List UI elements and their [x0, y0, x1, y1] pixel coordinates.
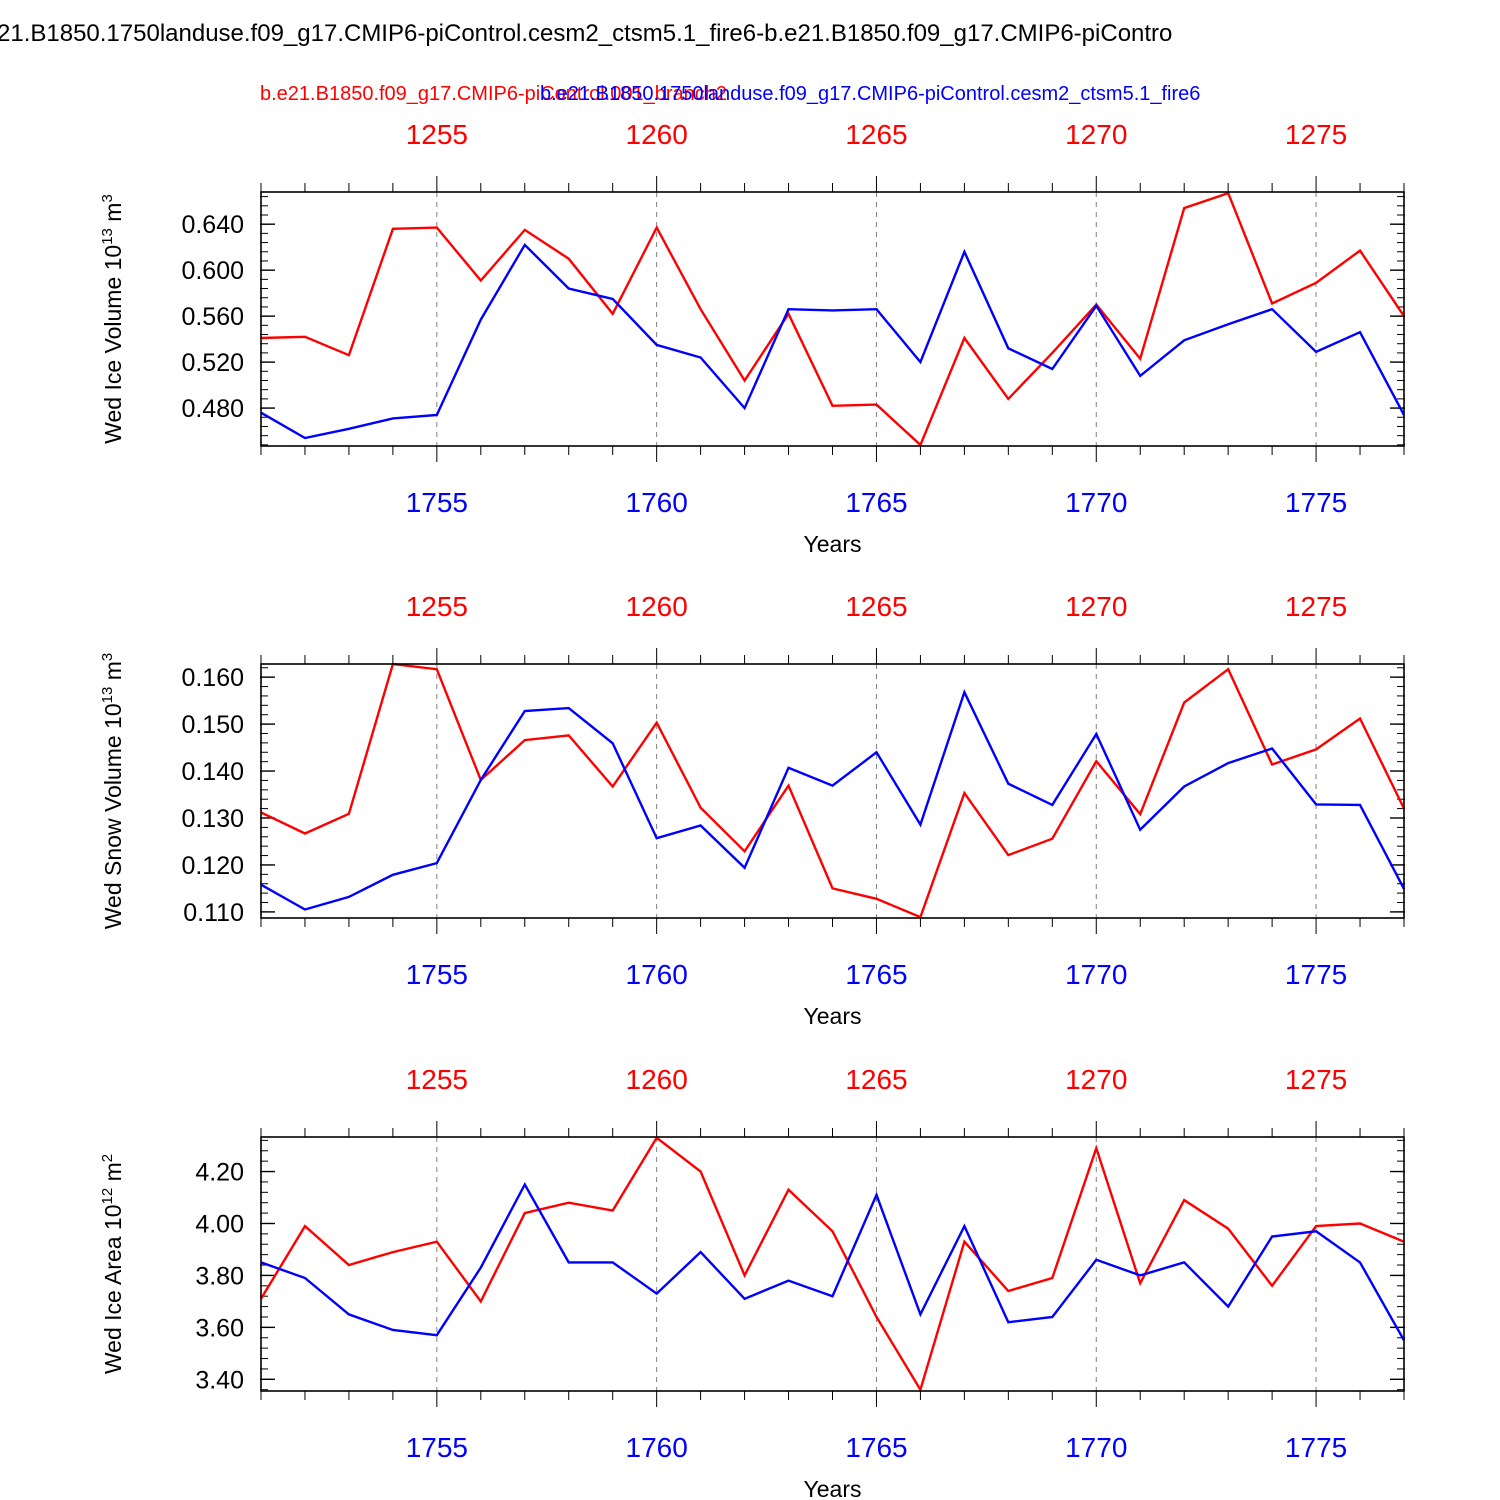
y-tick-label: 0.520 [181, 349, 244, 377]
series-line-red [260, 191, 1405, 447]
series-line-red [259, 1136, 1405, 1393]
x-tick-label-top: 1265 [845, 119, 907, 150]
x-tick-label-top: 1255 [406, 119, 468, 150]
y-tick-label: 0.600 [181, 257, 244, 285]
legend-label-blue-series: b.e21.B1850.1750landuse.f09_g17.CMIP6-pi… [540, 83, 1201, 105]
y-axis-label: Wed Ice Area 1012 m2 [99, 1154, 126, 1374]
y-axis-label-exponent: 13 [99, 687, 116, 704]
y-axis-label-unit: m [100, 203, 126, 229]
x-tick-label-bottom: 1755 [406, 1432, 468, 1463]
y-axis-label-text: Wed Ice Volume 10 [100, 245, 126, 444]
x-tick-label-top: 1270 [1065, 591, 1127, 622]
x-tick-label-bottom: 1770 [1065, 959, 1127, 990]
y-tick-label: 0.130 [181, 805, 244, 833]
y-axis-label-text: Wed Snow Volume 10 [100, 703, 126, 929]
x-tick-label-top: 1270 [1065, 119, 1127, 150]
y-tick-label: 3.60 [195, 1314, 244, 1342]
y-tick-label: 0.150 [181, 711, 244, 739]
plot-frame [260, 1136, 1405, 1392]
x-tick-label-bottom: 1775 [1285, 487, 1347, 518]
legend-label-red-series: b.e21.B1850.f09_g17.CMIP6-piControl.001_… [260, 83, 727, 105]
plot-frame [260, 663, 1405, 919]
x-tick-label-top: 1265 [845, 591, 907, 622]
y-axis-label-unit-exponent: 2 [99, 1154, 116, 1162]
y-axis-label-unit-exponent: 3 [99, 653, 116, 661]
x-tick-label-bottom: 1765 [845, 959, 907, 990]
y-tick-label: 0.140 [181, 758, 244, 786]
y-tick-label: 4.20 [195, 1159, 244, 1187]
y-axis-label-unit-exponent: 3 [99, 194, 116, 202]
x-axis-label: Years [804, 1003, 862, 1029]
x-tick-label-bottom: 1770 [1065, 487, 1127, 518]
y-tick-label: 3.40 [195, 1366, 244, 1394]
y-axis-label: Wed Ice Volume 1013 m3 [99, 194, 126, 444]
y-axis-label-text: Wed Ice Area 10 [100, 1204, 126, 1374]
y-tick-label: 0.160 [181, 664, 244, 692]
x-tick-label-top: 1265 [845, 1064, 907, 1095]
x-axis-label: Years [804, 531, 862, 557]
x-tick-label-bottom: 1775 [1285, 959, 1347, 990]
chart-panel-1: 0.480 0.520 0.560 0.600 0.640 1755 1255 1760 126… [99, 119, 1406, 557]
plot-frame [260, 191, 1405, 447]
y-tick-label: 0.120 [181, 852, 244, 880]
chart-panel-2: 0.110 0.120 0.130 0.140 0.150 0.160 1755 1255 17… [99, 591, 1406, 1029]
y-tick-label: 3.80 [195, 1262, 244, 1290]
x-tick-label-bottom: 1770 [1065, 1432, 1127, 1463]
x-tick-label-bottom: 1760 [626, 1432, 688, 1463]
x-tick-label-top: 1275 [1285, 1064, 1347, 1095]
x-tick-label-bottom: 1765 [845, 487, 907, 518]
x-tick-label-top: 1270 [1065, 1064, 1127, 1095]
x-tick-label-top: 1275 [1285, 591, 1347, 622]
x-tick-label-bottom: 1760 [626, 959, 688, 990]
x-tick-label-top: 1260 [626, 119, 688, 150]
x-axis-label: Years [804, 1476, 862, 1500]
x-tick-label-bottom: 1755 [406, 487, 468, 518]
y-axis-label-exponent: 13 [99, 228, 116, 245]
x-tick-label-bottom: 1775 [1285, 1432, 1347, 1463]
y-axis-label: Wed Snow Volume 1013 m3 [99, 653, 126, 929]
page-title: 21.B1850.1750landuse.f09_g17.CMIP6-piCon… [0, 20, 1173, 47]
x-tick-label-bottom: 1765 [845, 1432, 907, 1463]
y-tick-label: 0.110 [183, 899, 244, 927]
series-line-red [260, 662, 1406, 919]
x-tick-label-top: 1255 [406, 591, 468, 622]
x-tick-label-top: 1260 [626, 591, 688, 622]
x-tick-label-top: 1275 [1285, 119, 1347, 150]
y-tick-label: 4.00 [195, 1210, 244, 1238]
chart-panel-3: 3.40 3.60 3.80 4.00 4.20 1755 1255 1760 1260 1765… [99, 1064, 1406, 1500]
series-line-blue [260, 1181, 1406, 1341]
x-tick-label-top: 1260 [626, 1064, 688, 1095]
y-axis-label-exponent: 12 [99, 1188, 116, 1205]
y-tick-label: 0.560 [181, 303, 244, 331]
x-tick-label-bottom: 1755 [406, 959, 468, 990]
x-tick-label-bottom: 1760 [626, 487, 688, 518]
y-tick-label: 0.640 [181, 211, 244, 239]
x-tick-label-top: 1255 [406, 1064, 468, 1095]
series-line-blue [260, 689, 1406, 911]
y-tick-label: 0.480 [181, 395, 244, 423]
series-line-blue [260, 242, 1406, 440]
y-axis-label-unit: m [100, 1162, 126, 1188]
y-axis-label-unit: m [100, 661, 126, 687]
